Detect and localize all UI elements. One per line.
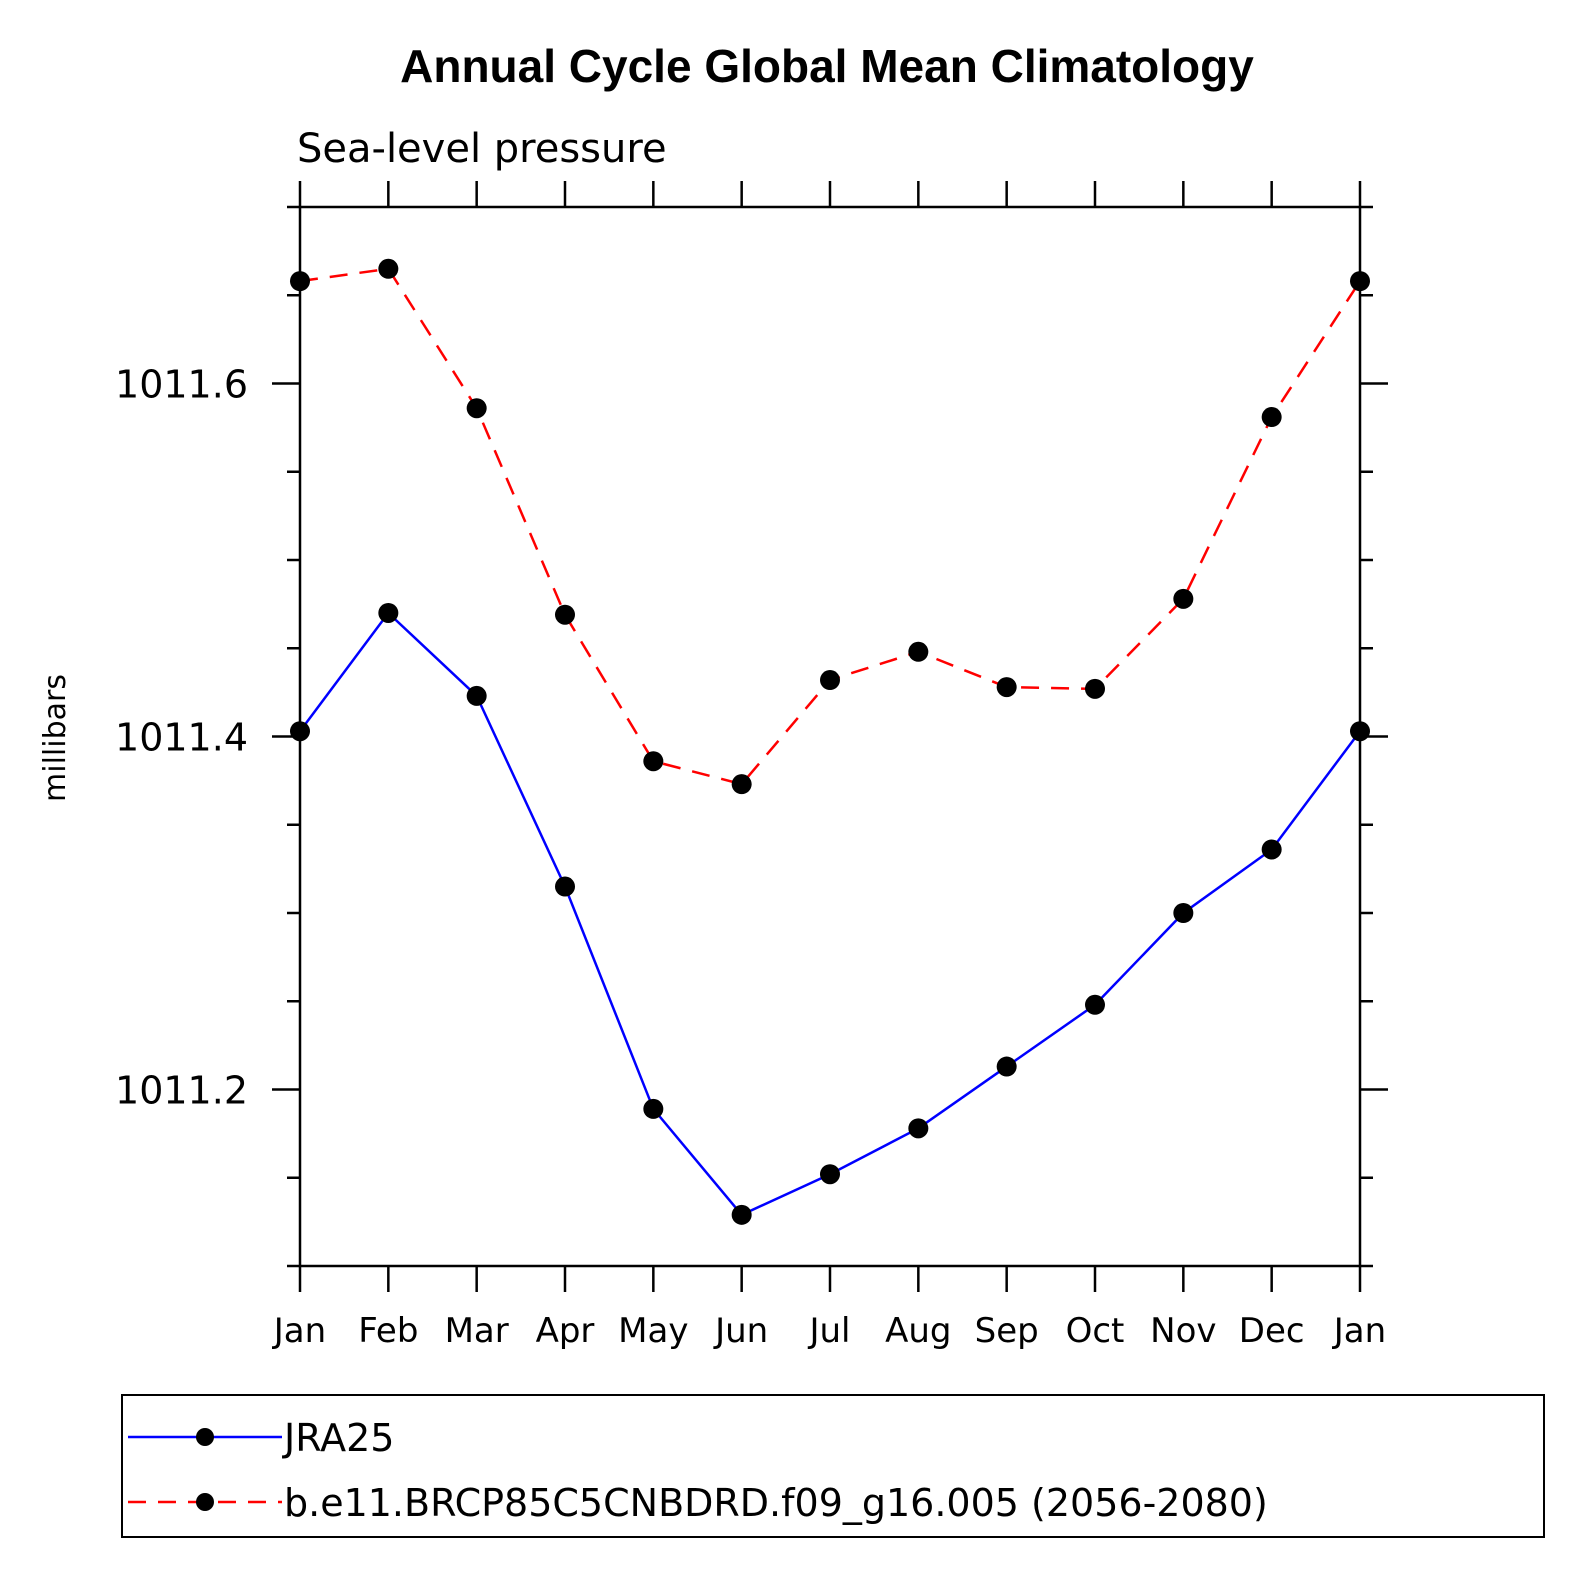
y-axis-title: millibars [38, 674, 73, 802]
data-point-series-1 [731, 774, 752, 795]
y-tick-label: 1011.6 [115, 363, 248, 407]
legend-marker-jra25 [196, 1428, 214, 1446]
x-tick-label: Feb [358, 1311, 418, 1351]
data-point-series-0 [731, 1204, 752, 1225]
x-tick-label: Apr [536, 1311, 595, 1351]
x-tick-label: Jan [272, 1311, 326, 1351]
data-point-series-1 [1261, 407, 1282, 428]
data-point-series-1 [555, 604, 575, 625]
ticks-layer: Jan Feb Mar Apr May Jun Jul Aug Sep Oct Nov Dec Jan 1… [115, 181, 1388, 1351]
data-point-series-0 [996, 1056, 1017, 1077]
data-point-series-0 [466, 685, 487, 706]
data-point-series-1 [378, 258, 399, 279]
data-point-series-0 [820, 1164, 840, 1185]
x-tick-label: Jul [807, 1311, 850, 1351]
x-tick-label: Mar [445, 1311, 509, 1351]
series-line-1 [299, 267, 1362, 786]
data-point-series-0 [555, 876, 575, 897]
series-line-0 [298, 611, 1362, 1217]
legend: JRA25 b.e11.BRCP85C5CNBDRD.f09_g16.005 (… [121, 1394, 1545, 1538]
chart-subtitle: Sea-level pressure [297, 126, 667, 172]
legend-label-model: b.e11.BRCP85C5CNBDRD.f09_g16.005 (2056-2… [284, 1481, 1268, 1525]
chart-title: Annual Cycle Global Mean Climatology [400, 40, 1254, 92]
data-point-series-0 [1085, 994, 1105, 1015]
x-tick-label: Jun [713, 1311, 768, 1351]
y-tick-label: 1011.2 [115, 1069, 248, 1113]
x-tick-label: Jan [1332, 1311, 1386, 1351]
data-point-series-1 [466, 398, 487, 419]
legend-marker-model [196, 1493, 214, 1511]
data-point-series-1 [643, 751, 664, 772]
x-tick-label: Sep [975, 1311, 1039, 1351]
x-tick-label: Dec [1239, 1311, 1305, 1351]
plot-frame [298, 205, 1362, 1268]
legend-label-jra25: JRA25 [282, 1416, 394, 1460]
data-point-series-1 [1173, 588, 1194, 609]
x-tick-label: Nov [1150, 1311, 1216, 1351]
series-layer [290, 258, 1370, 1225]
x-tick-label: May [618, 1311, 688, 1351]
data-point-series-0 [1173, 903, 1194, 923]
data-point-series-0 [643, 1098, 664, 1119]
legend-box [121, 1394, 1545, 1538]
data-point-series-0 [1261, 839, 1282, 860]
y-tick-label: 1011.4 [115, 716, 248, 760]
data-point-series-1 [820, 670, 840, 691]
data-point-series-0 [908, 1118, 929, 1139]
data-point-series-0 [378, 602, 399, 623]
x-tick-label: Oct [1066, 1311, 1125, 1351]
x-tick-label: Aug [885, 1311, 951, 1351]
data-point-series-1 [908, 641, 929, 662]
data-point-series-1 [996, 677, 1017, 698]
data-point-series-1 [1085, 678, 1105, 699]
